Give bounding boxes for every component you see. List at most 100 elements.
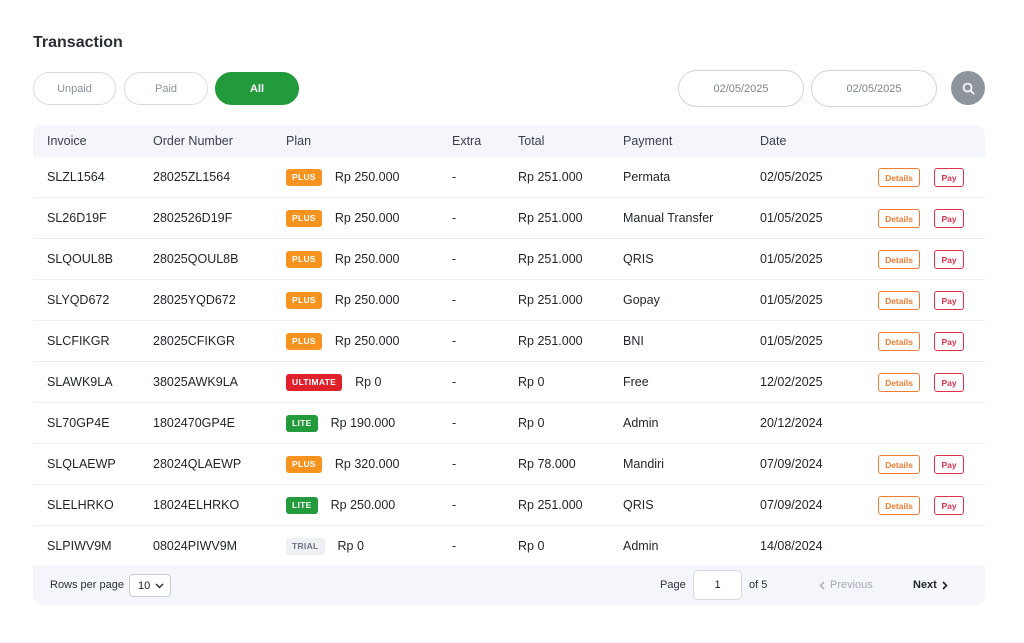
filter-paid-button[interactable]: Paid [124, 72, 208, 105]
previous-page-button[interactable]: Previous [819, 565, 873, 605]
total-cell: Rp 251.000 [518, 293, 583, 307]
extra-cell: - [452, 252, 457, 266]
plan-price: Rp 0 [337, 539, 364, 553]
date-cell: 01/05/2025 [760, 211, 823, 225]
order-number-cell: 28025ZL1564 [153, 170, 231, 184]
pay-button[interactable]: Pay [934, 373, 964, 392]
extra-cell: - [452, 416, 457, 430]
date-to-field[interactable]: 02/05/2025 [811, 70, 937, 107]
details-button[interactable]: Details [878, 209, 920, 228]
payment-cell: Manual Transfer [623, 211, 714, 225]
total-cell: Rp 251.000 [518, 498, 583, 512]
date-cell: 07/09/2024 [760, 498, 823, 512]
search-icon [962, 82, 975, 95]
date-from-field[interactable]: 02/05/2025 [678, 70, 804, 107]
header-extra: Extra [452, 134, 482, 148]
filter-unpaid-button[interactable]: Unpaid [33, 72, 116, 105]
payment-cell: Admin [623, 539, 659, 553]
details-button[interactable]: Details [878, 291, 920, 310]
order-number-cell: 28025QOUL8B [153, 252, 239, 266]
table-footer: Rows per page 10 Page 1 of 5 Previous Ne… [33, 565, 985, 605]
pay-button[interactable]: Pay [934, 168, 964, 187]
plan-cell: PLUS Rp 250.000 [286, 280, 400, 320]
plan-badge: PLUS [286, 168, 322, 186]
plan-cell: ULTIMATE Rp 0 [286, 362, 382, 402]
plan-badge: ULTIMATE [286, 373, 343, 391]
pay-button[interactable]: Pay [934, 496, 964, 515]
details-button[interactable]: Details [878, 496, 920, 515]
plan-cell: LITE Rp 250.000 [286, 485, 395, 525]
page-number-input[interactable]: 1 [693, 570, 742, 600]
chevron-right-icon [942, 580, 948, 590]
date-cell: 02/05/2025 [760, 170, 823, 184]
extra-cell: - [452, 211, 457, 225]
table-row: SLCFIKGR 28025CFIKGR PLUS Rp 250.000 - Rp 251… [33, 321, 985, 362]
plan-price: Rp 250.000 [334, 170, 400, 184]
rows-per-page-select[interactable]: 10 [129, 574, 171, 597]
total-cell: Rp 251.000 [518, 334, 583, 348]
filter-all-button[interactable]: All [215, 72, 299, 105]
order-number-cell: 18024ELHRKO [153, 498, 240, 512]
date-cell: 01/05/2025 [760, 334, 823, 348]
invoice-cell: SL70GP4E [47, 416, 110, 430]
pay-button[interactable]: Pay [934, 291, 964, 310]
date-cell: 07/09/2024 [760, 457, 823, 471]
invoice-cell: SLZL1564 [47, 170, 105, 184]
header-order-number: Order Number [153, 134, 233, 148]
extra-cell: - [452, 334, 457, 348]
details-button[interactable]: Details [878, 455, 920, 474]
rows-per-page-label: Rows per page [50, 579, 124, 591]
date-cell: 12/02/2025 [760, 375, 823, 389]
details-button[interactable]: Details [878, 250, 920, 269]
payment-cell: Mandiri [623, 457, 664, 471]
pay-button[interactable]: Pay [934, 250, 964, 269]
rows-per-page-value: 10 [138, 579, 151, 592]
plan-price: Rp 250.000 [334, 211, 400, 225]
header-plan: Plan [286, 134, 312, 148]
pay-button[interactable]: Pay [934, 209, 964, 228]
pay-button[interactable]: Pay [934, 455, 964, 474]
payment-cell: Permata [623, 170, 671, 184]
plan-badge: TRIAL [286, 537, 325, 555]
order-number-cell: 2802526D19F [153, 211, 233, 225]
search-button[interactable] [951, 71, 985, 105]
plan-badge: PLUS [286, 250, 322, 268]
total-cell: Rp 0 [518, 539, 545, 553]
order-number-cell: 28025CFIKGR [153, 334, 235, 348]
date-cell: 14/08/2024 [760, 539, 823, 553]
extra-cell: - [452, 293, 457, 307]
table-row: SLAWK9LA 38025AWK9LA ULTIMATE Rp 0 - Rp 0 Free… [33, 362, 985, 403]
plan-cell: PLUS Rp 250.000 [286, 321, 400, 361]
plan-cell: LITE Rp 190.000 [286, 403, 395, 443]
plan-price: Rp 320.000 [334, 457, 400, 471]
order-number-cell: 1802470GP4E [153, 416, 236, 430]
extra-cell: - [452, 375, 457, 389]
previous-label: Previous [830, 579, 873, 591]
plan-price: Rp 250.000 [330, 498, 396, 512]
invoice-cell: SLQLAEWP [47, 457, 116, 471]
details-button[interactable]: Details [878, 373, 920, 392]
table-row: SLQOUL8B 28025QOUL8B PLUS Rp 250.000 - Rp 251… [33, 239, 985, 280]
plan-badge: LITE [286, 414, 318, 432]
next-page-button[interactable]: Next [913, 565, 948, 605]
chevron-down-icon [155, 583, 164, 589]
details-button[interactable]: Details [878, 332, 920, 351]
payment-cell: Free [623, 375, 649, 389]
details-button[interactable]: Details [878, 168, 920, 187]
order-number-cell: 28024QLAEWP [153, 457, 242, 471]
chevron-left-icon [819, 581, 825, 590]
header-date: Date [760, 134, 787, 148]
header-invoice: Invoice [47, 134, 87, 148]
header-total: Total [518, 134, 545, 148]
page-label: Page [660, 579, 686, 591]
pay-button[interactable]: Pay [934, 332, 964, 351]
plan-cell: PLUS Rp 250.000 [286, 157, 400, 197]
plan-cell: PLUS Rp 250.000 [286, 239, 400, 279]
plan-badge: PLUS [286, 209, 322, 227]
plan-badge: PLUS [286, 455, 322, 473]
payment-cell: Gopay [623, 293, 660, 307]
plan-price: Rp 0 [355, 375, 382, 389]
extra-cell: - [452, 170, 457, 184]
table-row: SLELHRKO 18024ELHRKO LITE Rp 250.000 - Rp 251… [33, 485, 985, 526]
table-row: SLPIWV9M 08024PIWV9M TRIAL Rp 0 - Rp 0 Admin 14… [33, 526, 985, 567]
